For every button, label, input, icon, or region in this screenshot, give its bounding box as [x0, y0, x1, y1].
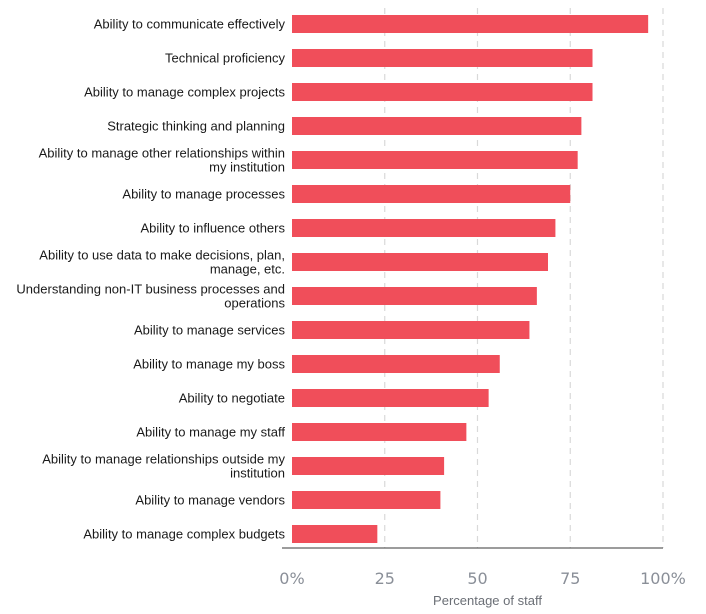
x-tick-label: 50	[467, 569, 487, 588]
category-label: Ability to manage relationships outside …	[42, 452, 285, 481]
x-tick-labels: 0% 25 50 75 100%	[279, 569, 686, 588]
category-label: Ability to manage services	[134, 323, 286, 338]
category-label: Ability to manage my boss	[133, 357, 285, 372]
bar	[292, 49, 593, 67]
bar	[292, 457, 445, 475]
category-label: Understanding non-IT business processes …	[16, 282, 285, 311]
category-label: Ability to manage other relationships wi…	[39, 146, 285, 175]
category-label: Ability to negotiate	[179, 391, 285, 406]
x-axis-title: Percentage of staff	[433, 593, 542, 608]
category-label: Ability to manage vendors	[135, 493, 285, 508]
category-labels: Ability to communicate effectively Techni…	[16, 17, 285, 542]
bar	[292, 525, 378, 543]
bar	[292, 423, 467, 441]
category-label: Ability to use data to make decisions, p…	[39, 248, 285, 277]
category-label: Technical proficiency	[165, 51, 285, 66]
bar	[292, 117, 582, 135]
bar	[292, 287, 537, 305]
bar	[292, 491, 441, 509]
category-label: Ability to manage my staff	[136, 425, 285, 440]
category-label: Ability to communicate effectively	[94, 17, 286, 32]
x-tick-label: 100%	[640, 569, 686, 588]
bar	[292, 219, 556, 237]
x-tick-label: 0%	[279, 569, 304, 588]
x-tick-label: 25	[375, 569, 395, 588]
bar	[292, 389, 489, 407]
bar	[292, 185, 571, 203]
category-label: Ability to influence others	[140, 221, 285, 236]
bar	[292, 15, 649, 33]
category-label: Ability to manage complex budgets	[83, 527, 285, 542]
category-label: Ability to manage complex projects	[84, 85, 285, 100]
x-tick-label: 75	[560, 569, 580, 588]
bar	[292, 355, 500, 373]
category-label: Strategic thinking and planning	[107, 119, 285, 134]
bar	[292, 151, 578, 169]
category-label: Ability to manage processes	[122, 187, 285, 202]
bar	[292, 253, 548, 271]
bar	[292, 321, 530, 339]
bar	[292, 83, 593, 101]
bars	[292, 15, 649, 543]
